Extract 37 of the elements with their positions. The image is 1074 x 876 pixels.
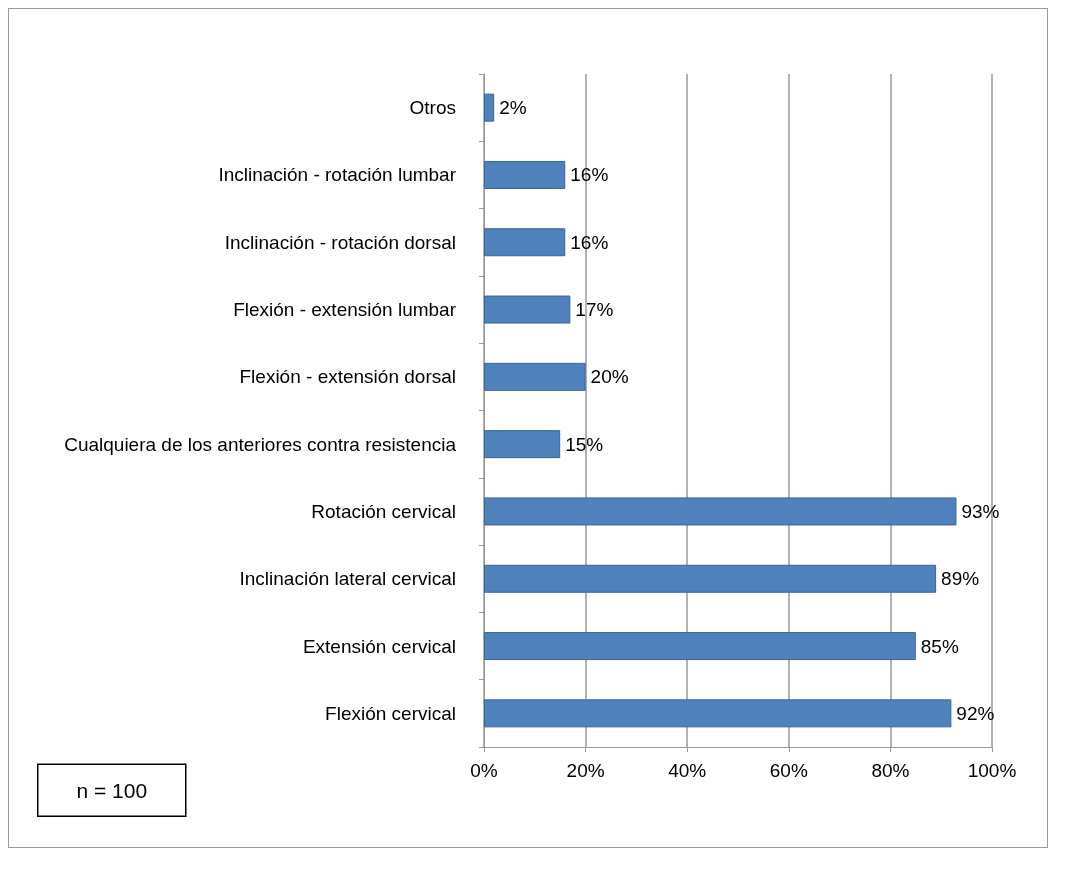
x-tick-label: 20% [566,760,605,781]
bar [484,632,916,661]
y-tick-label: Otros [409,97,456,119]
bar [484,564,937,593]
y-tick-label: Flexión - extensión dorsal [239,366,456,388]
y-tick-label: Inclinación lateral cervical [239,568,456,590]
data-label: 2% [499,97,527,119]
data-label: 85% [920,635,959,657]
data-label: 20% [590,366,629,388]
x-tick-label: 40% [668,760,707,781]
data-label: 92% [956,702,995,724]
y-tick-label: Flexión - extensión lumbar [233,299,457,321]
bar [484,228,566,257]
bar [484,295,571,324]
x-tick-label: 60% [769,760,808,781]
bar [484,93,495,122]
bar [484,160,566,189]
data-label: 93% [961,500,1000,522]
y-tick-label: Inclinación - rotación dorsal [224,231,456,253]
data-label: 16% [570,164,609,186]
data-label: 15% [565,433,604,455]
bar [484,362,586,391]
data-label: 16% [570,231,609,253]
bar [484,430,561,459]
x-tick-label: 0% [470,760,498,781]
data-label: 17% [575,299,614,321]
bar [484,497,957,526]
x-tick-label: 80% [871,760,910,781]
data-label: 89% [941,568,980,590]
y-tick-label: Rotación cervical [311,500,456,522]
x-tick-label: 100% [967,760,1017,781]
y-tick-label: Cualquiera de los anteriores contra resistencia [64,433,457,455]
y-tick-label: Flexión cervical [325,702,456,724]
text: n = 100 [76,778,148,802]
y-tick-label: Inclinación - rotación lumbar [218,164,457,186]
y-tick-label: Extensión cervical [302,635,456,657]
bar [484,699,952,728]
